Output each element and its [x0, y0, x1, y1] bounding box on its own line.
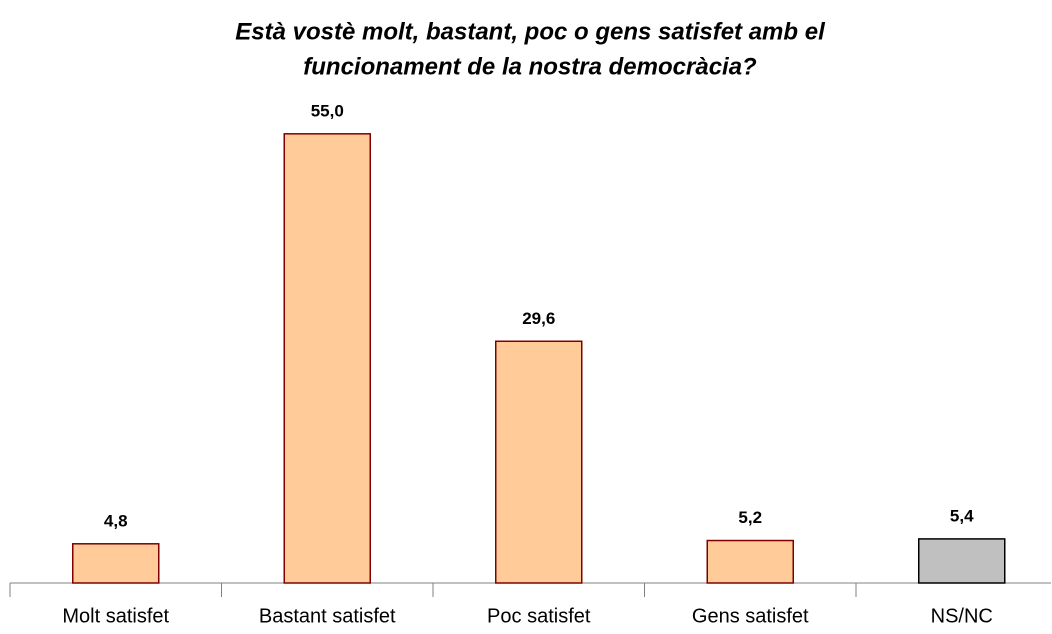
bar [72, 543, 160, 584]
value-label: 29,6 [522, 309, 555, 328]
x-tick-label: Gens satisfet [692, 605, 809, 627]
x-tick-label: Bastant satisfet [259, 605, 396, 627]
bar [283, 133, 371, 584]
bar [706, 539, 794, 584]
value-label: 5,2 [738, 508, 762, 527]
x-tick-label: Poc satisfet [487, 605, 591, 627]
chart-title: funcionament de la nostra democràcia? [303, 53, 757, 80]
value-label: 55,0 [311, 101, 344, 120]
bar [918, 538, 1006, 584]
value-label: 4,8 [104, 511, 128, 530]
x-tick-label: Molt satisfet [62, 605, 169, 627]
chart-title: Està vostè molt, bastant, poc o gens sat… [235, 18, 826, 45]
bar [495, 340, 583, 584]
x-tick-label: NS/NC [931, 605, 993, 627]
value-label: 5,4 [950, 506, 974, 525]
